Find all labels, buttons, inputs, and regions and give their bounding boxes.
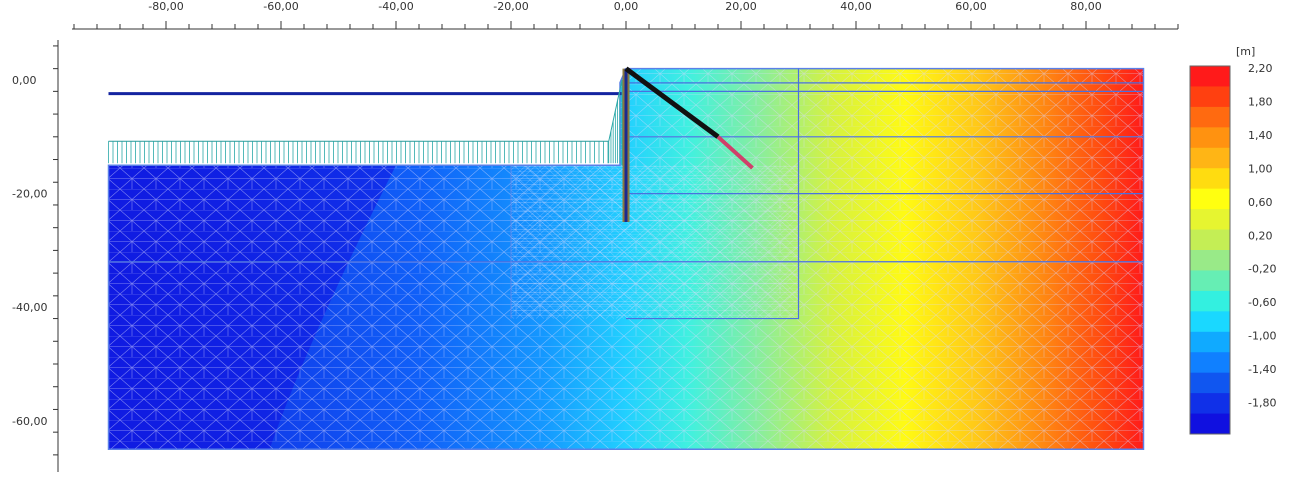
colorbar-label: 2,20 xyxy=(1248,62,1273,75)
colorbar-label: -0,60 xyxy=(1248,296,1276,309)
colorbar-swatch xyxy=(1190,127,1230,149)
x-tick-label: 20,00 xyxy=(725,0,757,13)
anchor-free-length xyxy=(624,66,720,139)
x-axis: -80,00 -60,00 -40,00 -20,00 0,00 20,00 40,00 60… xyxy=(72,0,1179,30)
x-tick-label: -20,00 xyxy=(493,0,528,13)
y-tick-label: -20,00 xyxy=(12,188,47,201)
y-tick-label: -60,00 xyxy=(12,415,47,428)
y-axis: 0,00 -20,00 -40,00 -60,00 xyxy=(12,40,59,472)
x-tick-label: 60,00 xyxy=(955,0,987,13)
mesh-refined xyxy=(511,165,799,319)
anchor-grout-body xyxy=(716,135,754,170)
colorbar-label: -1,00 xyxy=(1248,330,1276,343)
x-tick-label: 80,00 xyxy=(1070,0,1102,13)
model-overlays xyxy=(108,66,1144,320)
colorbar-swatch xyxy=(1190,209,1230,231)
colorbar-label: 0,60 xyxy=(1248,196,1273,209)
colorbar-label: 1,80 xyxy=(1248,95,1273,108)
colorbar-swatch xyxy=(1190,250,1230,271)
colorbar-swatch xyxy=(1190,331,1230,353)
colorbar-frame xyxy=(1189,65,1231,435)
y-tick-label: 0,00 xyxy=(12,74,37,87)
colorbar-swatch xyxy=(1190,168,1230,190)
colorbar-label: -1,40 xyxy=(1248,363,1276,376)
colorbar: 2,20 1,80 1,40 1,00 0,60 0,20 -0,20 -0,60 -1,00 -… xyxy=(1189,62,1276,435)
colorbar-swatch xyxy=(1190,66,1230,87)
contour-field xyxy=(107,67,1145,450)
colorbar-label: -0,20 xyxy=(1248,263,1276,276)
colorbar-swatch xyxy=(1190,311,1230,333)
colorbar-swatch xyxy=(1190,372,1230,394)
colorbar-label: 1,00 xyxy=(1248,162,1273,175)
colorbar-swatch xyxy=(1190,86,1230,108)
colorbar-swatch xyxy=(1190,106,1230,128)
colorbar-swatch xyxy=(1190,352,1230,374)
colorbar-label: 1,40 xyxy=(1248,129,1273,142)
x-tick-label: -40,00 xyxy=(378,0,413,13)
y-tick-label: -40,00 xyxy=(12,301,47,314)
x-tick-label: -60,00 xyxy=(263,0,298,13)
surcharge-load xyxy=(108,79,623,166)
colorbar-swatch xyxy=(1190,413,1230,435)
refinement-outline xyxy=(626,68,800,320)
x-tick-label: -80,00 xyxy=(148,0,183,13)
colorbar-unit-label: [m] xyxy=(1236,45,1255,58)
x-tick-label: 40,00 xyxy=(840,0,872,13)
colorbar-label: 0,20 xyxy=(1248,229,1273,242)
colorbar-swatch xyxy=(1190,147,1230,169)
colorbar-label: -1,80 xyxy=(1248,397,1276,410)
x-tick-label: 0,00 xyxy=(614,0,639,13)
colorbar-swatch xyxy=(1190,393,1230,415)
colorbar-swatch xyxy=(1190,188,1230,210)
colorbar-swatch xyxy=(1190,229,1230,251)
colorbar-swatch xyxy=(1190,290,1230,312)
colorbar-swatch xyxy=(1190,270,1230,292)
